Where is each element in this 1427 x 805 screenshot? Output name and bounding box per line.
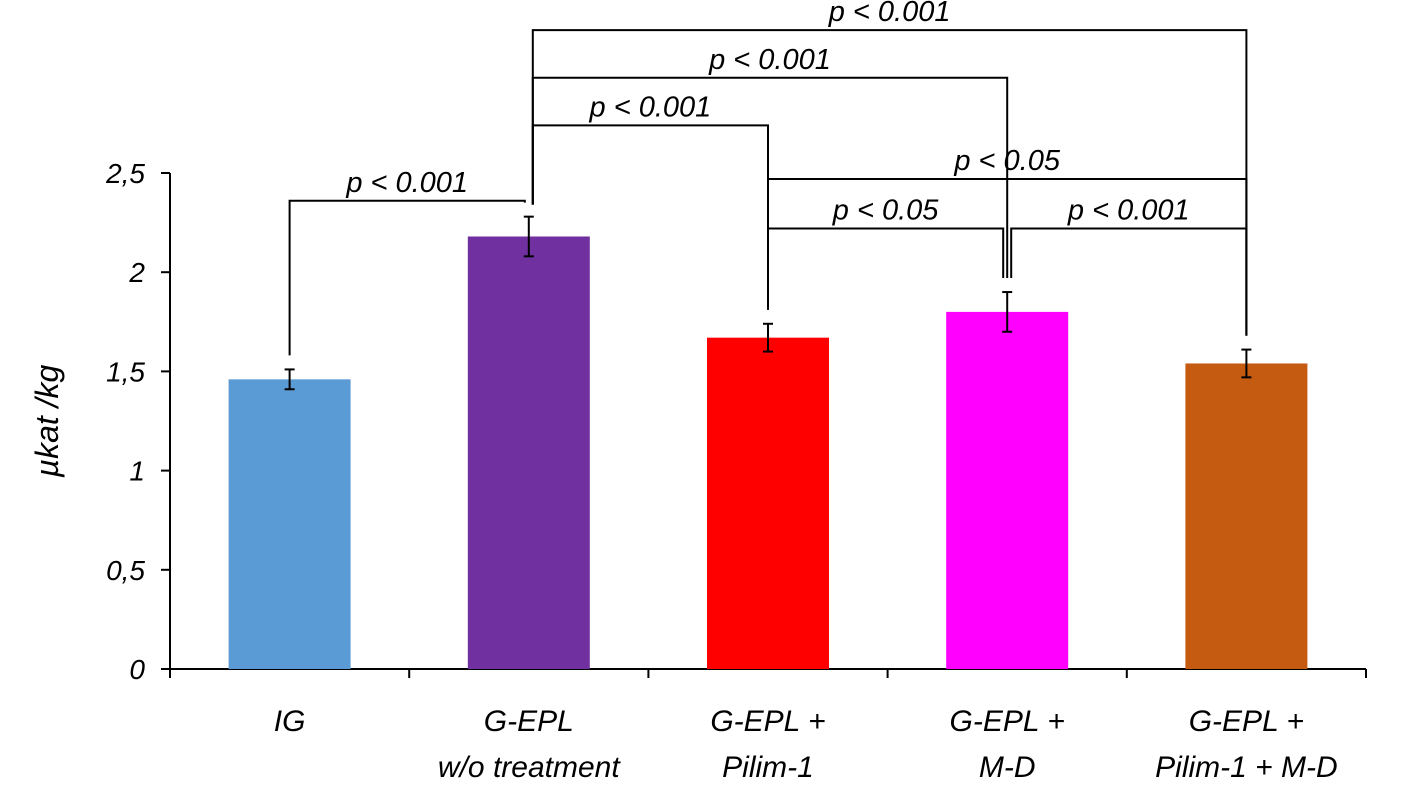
y-tick-label: 1 [129, 456, 145, 487]
p-value-label: p < 0.001 [589, 91, 712, 123]
y-tick-label: 0,5 [106, 555, 145, 586]
category-label: IG [274, 705, 306, 738]
y-tick-label: 2,5 [105, 158, 145, 189]
p-value-label: p < 0.001 [1067, 195, 1190, 227]
bar [467, 236, 590, 669]
category-label: M-D [979, 751, 1036, 784]
category-label: G-EPL + [1189, 705, 1304, 738]
significance-brackets [288, 29, 1248, 356]
bar [228, 379, 351, 669]
p-value-label: p < 0.05 [953, 145, 1060, 177]
y-tick-label: 2 [128, 257, 145, 288]
p-value-label: p < 0.001 [708, 44, 831, 76]
significance-bracket [288, 199, 526, 356]
labels: 0 0,5 1 1,5 2 2,5 µkat /kg IG G-EPL w/o treatment… [29, 0, 1338, 784]
category-label: Pilim-1 [722, 751, 814, 784]
category-label: w/o treatment [438, 751, 621, 784]
significance-bracket [1010, 227, 1248, 336]
bars [228, 236, 1308, 669]
category-label: G-EPL + [950, 705, 1065, 738]
p-value-label: p < 0.05 [832, 195, 939, 227]
bar [946, 311, 1069, 669]
error-bars [284, 215, 1252, 391]
bar [707, 337, 829, 669]
bar [1185, 363, 1308, 669]
p-value-label: p < 0.001 [345, 167, 468, 199]
significance-bracket [767, 227, 1005, 310]
y-tick-label: 1,5 [106, 356, 145, 387]
category-label: G-EPL + [710, 705, 825, 738]
category-label: G-EPL [484, 705, 574, 738]
y-axis-label: µkat /kg [29, 364, 65, 478]
p-value-label: p < 0.001 [828, 0, 951, 28]
category-label: Pilim-1 + M-D [1155, 751, 1338, 784]
significance-bracket [531, 29, 1248, 336]
y-tick-label: 0 [129, 654, 145, 685]
